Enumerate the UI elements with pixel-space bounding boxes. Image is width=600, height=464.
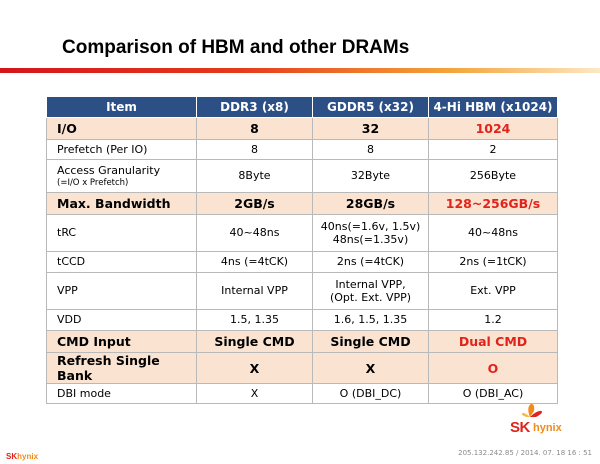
- row-item-io: I/O: [46, 117, 197, 140]
- table-row: VDD 1.5, 1.35 1.6, 1.5, 1.35 1.2: [46, 309, 558, 331]
- comparison-table: Item DDR3 (x8) GDDR5 (x32) 4-Hi HBM (x10…: [46, 96, 558, 404]
- table-row: I/O 8 32 1024: [46, 117, 558, 140]
- cell-ddr3: 40~48ns: [196, 214, 313, 252]
- cell-line: Internal VPP,: [335, 277, 406, 291]
- cell-gddr5: 2ns (=4tCK): [312, 251, 429, 273]
- cell-ddr3: Single CMD: [196, 330, 313, 353]
- row-item-trc: tRC: [46, 214, 197, 252]
- cell-ddr3: X: [196, 352, 313, 384]
- cell-ddr3: 2GB/s: [196, 192, 313, 215]
- row-item-prefetch: Prefetch (Per IO): [46, 139, 197, 160]
- row-item-dbi-mode: DBI mode: [46, 383, 197, 404]
- row-item-vdd: VDD: [46, 309, 197, 331]
- row-item-refresh-single-bank: Refresh Single Bank: [46, 352, 197, 384]
- cell-hbm: 2ns (=1tCK): [428, 251, 558, 273]
- cell-ddr3: 8: [196, 117, 313, 140]
- table-row: DBI mode X O (DBI_DC) O (DBI_AC): [46, 383, 558, 404]
- cell-gddr5: 32: [312, 117, 429, 140]
- cell-hbm: 1.2: [428, 309, 558, 331]
- cell-gddr5: Internal VPP, (Opt. Ext. VPP): [312, 272, 429, 310]
- cell-ddr3: 1.5, 1.35: [196, 309, 313, 331]
- cell-line: 48ns(=1.35v): [332, 233, 409, 246]
- row-item-access-granularity: Access Granularity (=I/O x Prefetch): [46, 159, 197, 193]
- cell-line: 40ns(=1.6v, 1.5v): [320, 219, 421, 233]
- table-row: CMD Input Single CMD Single CMD Dual CMD: [46, 330, 558, 353]
- cell-ddr3: 8: [196, 139, 313, 160]
- row-item-tccd: tCCD: [46, 251, 197, 273]
- cell-ddr3: 8Byte: [196, 159, 313, 193]
- cell-gddr5: 8: [312, 139, 429, 160]
- table-header-row: Item DDR3 (x8) GDDR5 (x32) 4-Hi HBM (x10…: [46, 96, 558, 118]
- sk-hynix-logo: SK hynix: [500, 397, 562, 437]
- cell-gddr5: 32Byte: [312, 159, 429, 193]
- cell-hbm: 1024: [428, 117, 558, 140]
- footer-stamp: 205.132.242.85 / 2014. 07. 18 16 : 51: [458, 449, 592, 457]
- cell-hbm: 256Byte: [428, 159, 558, 193]
- cell-hbm: 128~256GB/s: [428, 192, 558, 215]
- cell-line: (Opt. Ext. VPP): [329, 291, 412, 304]
- butterfly-icon: [521, 403, 543, 417]
- slide-title: Comparison of HBM and other DRAMs: [62, 37, 410, 58]
- cell-hbm: O (DBI_AC): [428, 383, 558, 404]
- table-row: Refresh Single Bank X X O: [46, 352, 558, 384]
- cell-hbm: 2: [428, 139, 558, 160]
- header-gddr5: GDDR5 (x32): [312, 96, 429, 118]
- row-item-max-bandwidth: Max. Bandwidth: [46, 192, 197, 215]
- title-divider: [0, 68, 600, 73]
- table-row: Access Granularity (=I/O x Prefetch) 8By…: [46, 159, 558, 193]
- footer-logo-sk: SK: [6, 452, 18, 461]
- table-row: tCCD 4ns (=4tCK) 2ns (=4tCK) 2ns (=1tCK): [46, 251, 558, 273]
- row-item-vpp: VPP: [46, 272, 197, 310]
- cell-gddr5: 1.6, 1.5, 1.35: [312, 309, 429, 331]
- header-item: Item: [46, 96, 197, 118]
- cell-hbm: Dual CMD: [428, 330, 558, 353]
- cell-ddr3: Internal VPP: [196, 272, 313, 310]
- cell-gddr5: 28GB/s: [312, 192, 429, 215]
- header-hbm: 4-Hi HBM (x1024): [428, 96, 558, 118]
- row-item-cmd-input: CMD Input: [46, 330, 197, 353]
- item-label: Access Granularity: [57, 164, 161, 178]
- cell-ddr3: X: [196, 383, 313, 404]
- table-row: tRC 40~48ns 40ns(=1.6v, 1.5v) 48ns(=1.35…: [46, 214, 558, 252]
- cell-hbm: Ext. VPP: [428, 272, 558, 310]
- footer-logo: SKhynix: [6, 452, 38, 461]
- item-note: (=I/O x Prefetch): [57, 177, 129, 188]
- logo-text-hynix: hynix: [533, 422, 562, 434]
- cell-gddr5: 40ns(=1.6v, 1.5v) 48ns(=1.35v): [312, 214, 429, 252]
- table-row: Max. Bandwidth 2GB/s 28GB/s 128~256GB/s: [46, 192, 558, 215]
- cell-gddr5: O (DBI_DC): [312, 383, 429, 404]
- cell-gddr5: Single CMD: [312, 330, 429, 353]
- logo-text-sk: SK: [510, 419, 530, 436]
- cell-hbm: 40~48ns: [428, 214, 558, 252]
- cell-gddr5: X: [312, 352, 429, 384]
- footer-logo-hynix: hynix: [17, 452, 39, 461]
- cell-ddr3: 4ns (=4tCK): [196, 251, 313, 273]
- table-row: Prefetch (Per IO) 8 8 2: [46, 139, 558, 160]
- table-row: VPP Internal VPP Internal VPP, (Opt. Ext…: [46, 272, 558, 310]
- header-ddr3: DDR3 (x8): [196, 96, 313, 118]
- cell-hbm: O: [428, 352, 558, 384]
